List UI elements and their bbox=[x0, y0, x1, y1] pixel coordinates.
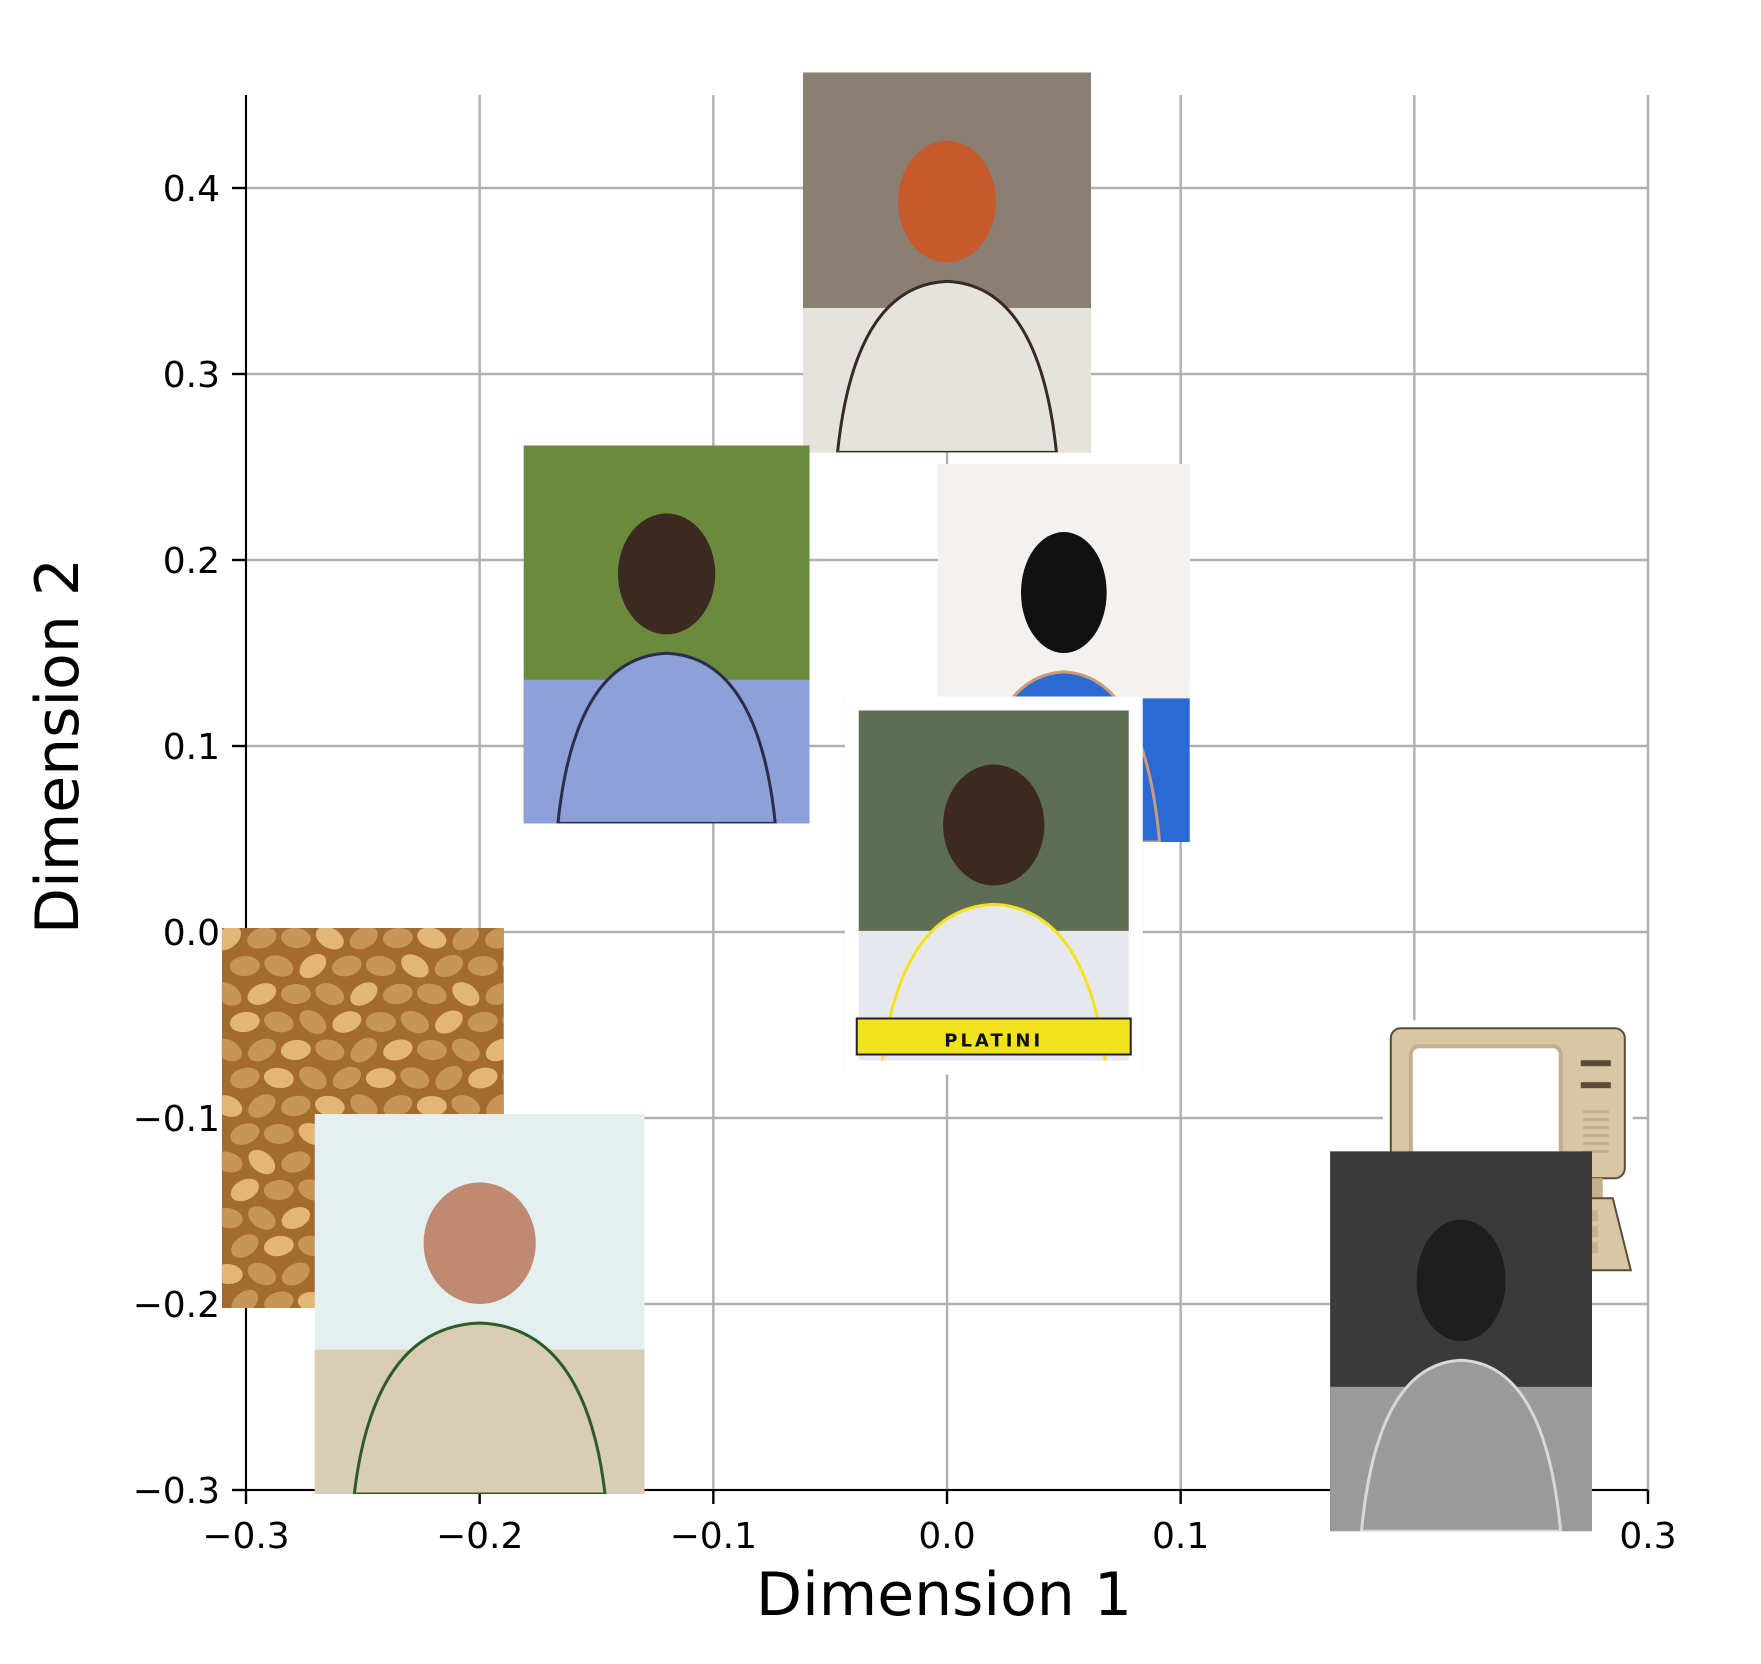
x-tick-label: −0.3 bbox=[202, 1516, 289, 1557]
sticker-caption: PLATINI bbox=[944, 1031, 1043, 1052]
y-tick-label: −0.1 bbox=[133, 1099, 220, 1140]
football-sticker-photo: PLATINI bbox=[844, 696, 1143, 1075]
x-tick-label: −0.2 bbox=[436, 1516, 523, 1557]
y-tick-label: −0.3 bbox=[133, 1471, 220, 1512]
rugby-player-photo bbox=[523, 445, 810, 824]
y-tick-label: 0.1 bbox=[163, 727, 220, 768]
y-axis-label: Dimension 2 bbox=[23, 558, 93, 934]
x-tick-label: 0.1 bbox=[1152, 1516, 1209, 1557]
y-tick-label: 0.0 bbox=[163, 913, 220, 954]
x-tick-label: 0.3 bbox=[1619, 1516, 1676, 1557]
y-tick-label: 0.2 bbox=[163, 541, 220, 582]
x-axis-label: Dimension 1 bbox=[756, 1560, 1132, 1630]
x-tick-label: −0.1 bbox=[670, 1516, 757, 1557]
tick-layer: −0.3 −0.2 −0.1 0.0 0.1 0.3 −0.3 −0.2 −0.1 0.0 0.1 0… bbox=[133, 169, 1677, 1557]
image-markers: PLATINI bbox=[221, 72, 1633, 1532]
y-tick-label: 0.3 bbox=[163, 355, 220, 396]
woman-black-white-photo bbox=[1330, 1151, 1593, 1532]
baseball-player-photo bbox=[803, 72, 1091, 453]
man-light-blazer-photo bbox=[314, 1114, 645, 1494]
x-tick-label: 0.0 bbox=[918, 1516, 975, 1557]
y-tick-label: −0.2 bbox=[133, 1285, 220, 1326]
y-tick-label: 0.4 bbox=[163, 169, 220, 210]
